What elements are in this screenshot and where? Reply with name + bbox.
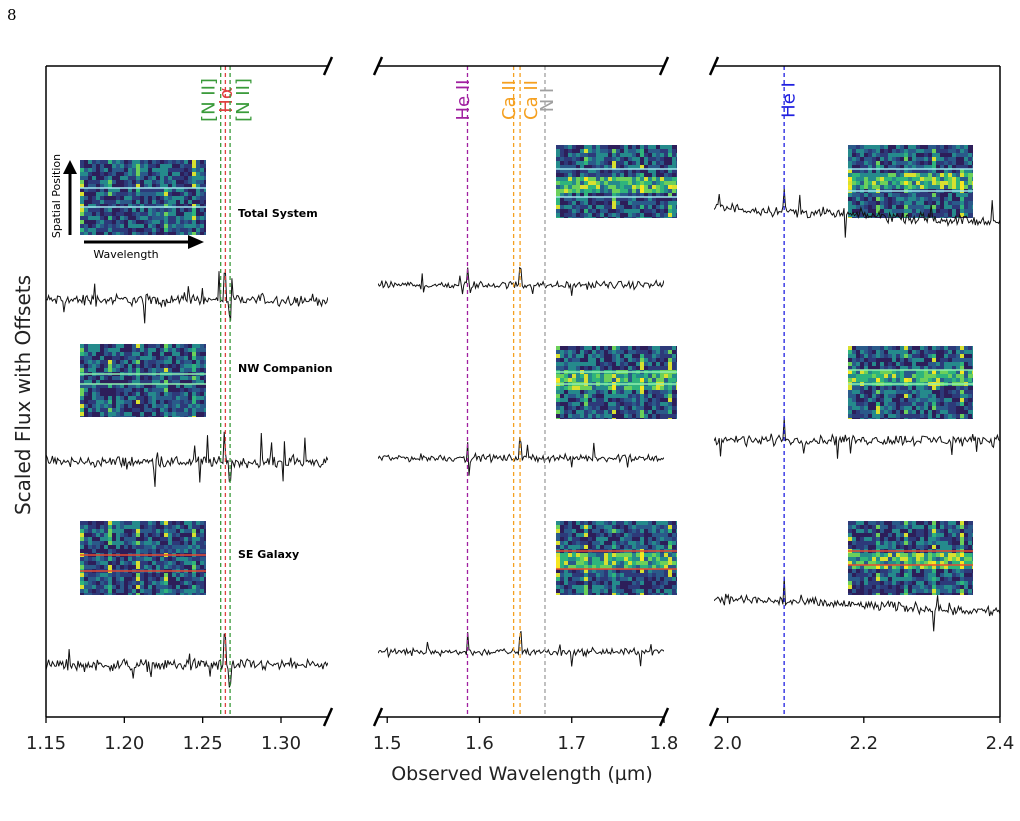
x-tick-label-J-1: 1.20 bbox=[104, 733, 144, 754]
line-label-H-2: Ca II bbox=[521, 80, 542, 120]
x-tick-label-J-3: 1.30 bbox=[261, 733, 301, 754]
axis-break-mark bbox=[322, 56, 334, 76]
spectrum-se-galaxy-K bbox=[714, 576, 1000, 632]
y-axis-label: Scaled Flux with Offsets bbox=[11, 275, 35, 515]
x-tick-label-H-1: 1.6 bbox=[465, 733, 494, 754]
line-label-H-1: Ca II bbox=[499, 80, 520, 120]
panel-J: [N II]Hα[N II] 1.15 1.20 1.25 1.30 bbox=[26, 56, 334, 754]
x-axis-label: Observed Wavelength (µm) bbox=[391, 763, 653, 785]
panel-H: He II Ca II Ca IIN I1.5 1.6 1.7 1.8 bbox=[372, 56, 679, 754]
page-number: 8 bbox=[7, 6, 17, 24]
x-tick-label-H-3: 1.8 bbox=[650, 733, 679, 754]
series-label: Total System bbox=[238, 207, 318, 220]
axis-break-mark bbox=[372, 707, 384, 727]
axis-break-mark bbox=[372, 56, 384, 76]
line-label-H-3: N I bbox=[537, 88, 558, 113]
x-tick-label-H-0: 1.5 bbox=[373, 733, 402, 754]
cutout-image bbox=[556, 145, 677, 218]
axis-break-mark bbox=[658, 56, 670, 76]
spectrum-se-galaxy-H bbox=[378, 630, 664, 667]
axes-J: 1.15 1.20 1.25 1.30 bbox=[26, 56, 334, 754]
axes-H: 1.5 1.6 1.7 1.8 bbox=[372, 56, 679, 754]
cutout-image bbox=[80, 344, 206, 417]
series-label: SE Galaxy bbox=[238, 548, 299, 561]
panel-K: He I 2.0 2.2 2.4 bbox=[708, 56, 1015, 754]
spectrum-total-system-K bbox=[714, 188, 1000, 238]
x-tick-label-K-0: 2.0 bbox=[713, 733, 742, 754]
spectrum-nw-companion-J bbox=[46, 431, 328, 487]
axes-K: 2.0 2.2 2.4 bbox=[708, 56, 1015, 754]
cutout-image bbox=[848, 521, 973, 595]
line-label-J-2: [N II] bbox=[233, 78, 254, 122]
axis-break-mark bbox=[322, 707, 334, 727]
spatial-position-label: Spatial Position bbox=[50, 154, 63, 238]
spectrum-se-galaxy-J bbox=[46, 633, 328, 688]
x-tick-label-H-2: 1.7 bbox=[557, 733, 586, 754]
cutout-image bbox=[848, 145, 973, 218]
cutout-image bbox=[80, 521, 206, 595]
x-tick-label-J-2: 1.25 bbox=[183, 733, 223, 754]
x-tick-label-J-0: 1.15 bbox=[26, 733, 66, 754]
cutout-image bbox=[556, 521, 677, 595]
axis-break-mark bbox=[708, 56, 720, 76]
line-label-J-1: Hα bbox=[216, 87, 237, 112]
spectrum-nw-companion-K bbox=[714, 418, 1000, 459]
cutout-image bbox=[80, 160, 206, 235]
cutout-image bbox=[556, 346, 677, 419]
spectrum-total-system-J bbox=[46, 271, 328, 324]
line-label-J-0: [N II] bbox=[199, 78, 220, 122]
line-label-H-0: He II bbox=[453, 80, 474, 121]
spectrum-total-system-H bbox=[378, 266, 664, 296]
x-tick-label-K-1: 2.2 bbox=[849, 733, 878, 754]
wavelength-arrow-label: Wavelength bbox=[93, 248, 158, 261]
axis-break-mark bbox=[708, 707, 720, 727]
orientation-arrows: Spatial Position Wavelength bbox=[50, 154, 204, 261]
spectrum-nw-companion-H bbox=[378, 436, 664, 476]
x-tick-label-K-2: 2.4 bbox=[986, 733, 1015, 754]
line-label-K-0: He I bbox=[779, 82, 800, 118]
series-label: NW Companion bbox=[238, 362, 333, 375]
cutout-image bbox=[848, 346, 973, 419]
